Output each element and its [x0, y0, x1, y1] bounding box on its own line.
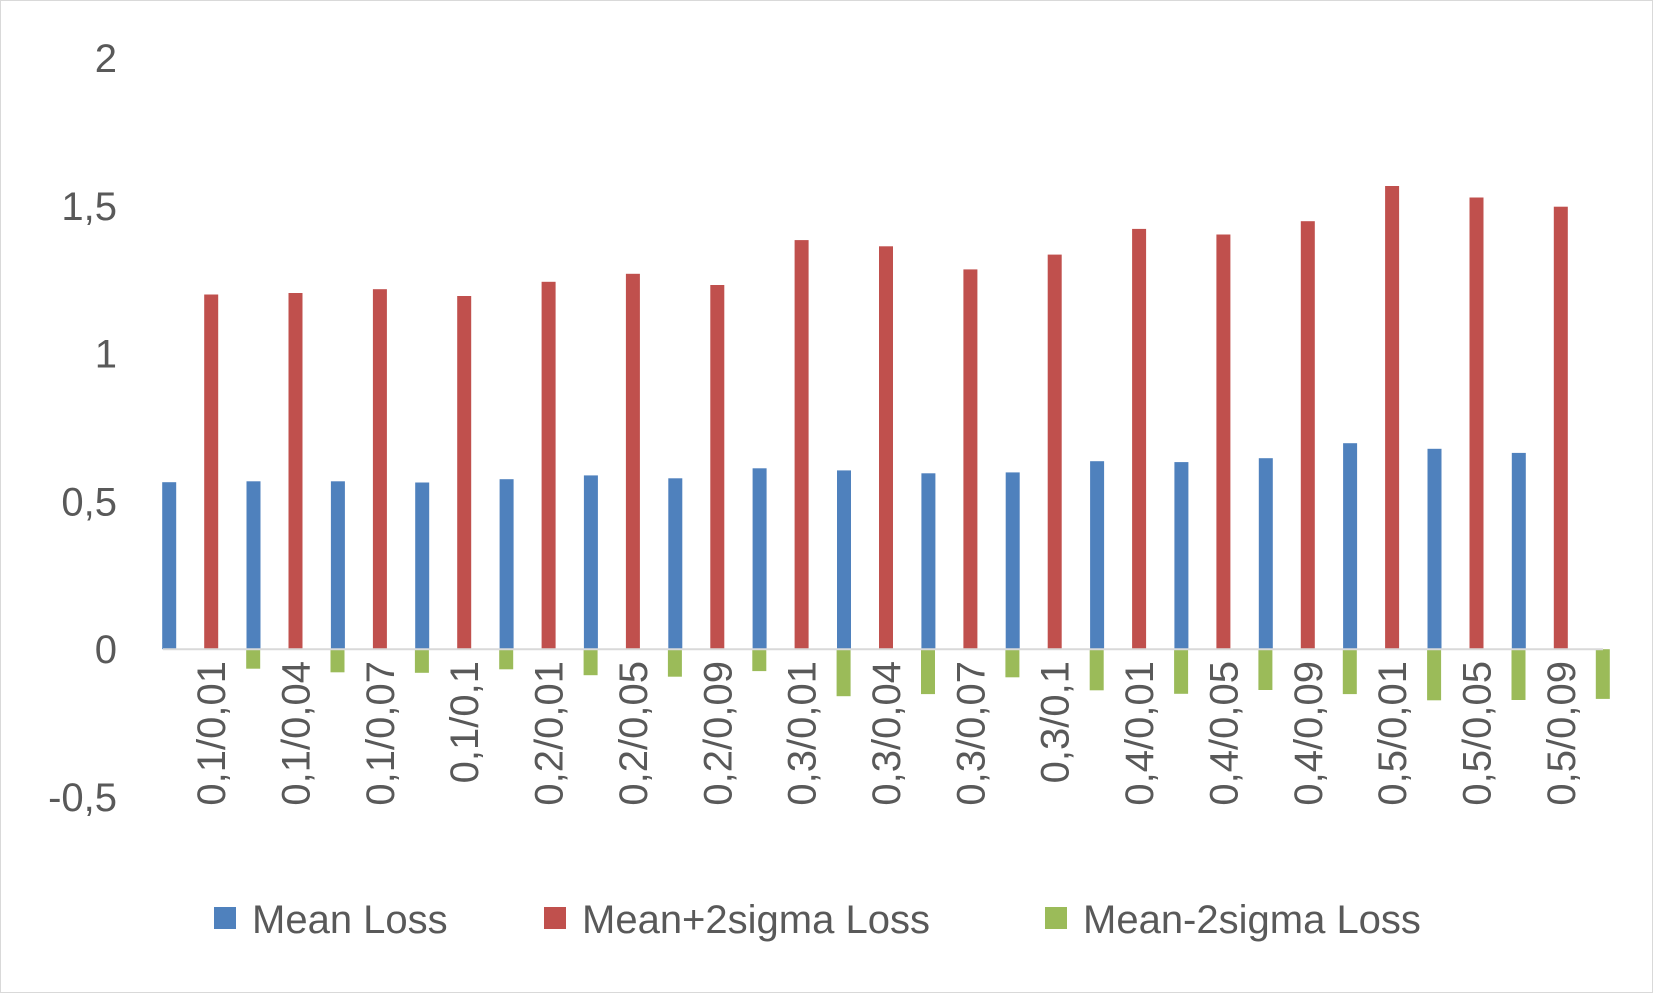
bar-mean-loss: [752, 468, 767, 650]
bar-mean-2sigma-loss: [414, 649, 429, 673]
x-tick-label: 0,3/0,07: [949, 661, 993, 806]
bar-mean-2sigma-loss: [288, 293, 303, 650]
x-tick-label: 0,3/0,04: [865, 661, 909, 806]
legend-label: Mean Loss: [252, 898, 448, 942]
bar-mean-2sigma-loss: [667, 649, 682, 677]
bar-mean-2sigma-loss: [794, 240, 809, 650]
bar-mean-loss: [330, 481, 345, 650]
legend-swatch: [1045, 907, 1067, 929]
y-tick-label: 1: [95, 333, 117, 377]
bar-mean-2sigma-loss: [1216, 234, 1231, 650]
bar-mean-loss: [1090, 461, 1105, 650]
bar-mean-2sigma-loss: [836, 649, 851, 697]
y-axis-ticks: -0,5 0 0,5 1 1,5 2: [48, 37, 117, 820]
bar-mean-2sigma-loss: [963, 269, 978, 650]
legend-label: Mean-2sigma Loss: [1083, 898, 1421, 942]
bar-mean-2sigma-loss: [1511, 649, 1526, 700]
bar-mean-2sigma-loss: [710, 285, 725, 650]
bar-mean-2sigma-loss: [1174, 649, 1189, 694]
bar-mean-loss: [246, 481, 261, 650]
y-tick-label: 2: [95, 37, 117, 81]
bar-mean-loss: [921, 473, 936, 650]
bar-mean-2sigma-loss: [1385, 186, 1400, 650]
bar-mean-2sigma-loss: [625, 273, 640, 650]
x-tick-label: 0,1/0,1: [443, 661, 487, 783]
x-tick-label: 0,1/0,01: [190, 661, 234, 806]
bar-mean-2sigma-loss: [246, 649, 261, 669]
x-tick-label: 0,2/0,09: [696, 661, 740, 806]
x-tick-label: 0,4/0,09: [1287, 661, 1331, 806]
y-tick-label: -0,5: [48, 776, 117, 820]
bar-mean-loss: [1174, 462, 1189, 650]
bar-mean-loss: [837, 470, 851, 650]
bar-mean-2sigma-loss: [1595, 649, 1610, 699]
bar-mean-2sigma-loss: [1300, 221, 1315, 650]
bar-mean-2sigma-loss: [499, 649, 514, 670]
bar-mean-2sigma-loss: [752, 649, 767, 672]
legend: Mean Loss Mean+2sigma Loss Mean-2sigma Los…: [214, 898, 1421, 942]
bar-mean-2sigma-loss: [330, 649, 345, 673]
x-tick-label: 0,3/0,1: [1034, 661, 1078, 783]
bar-mean-loss: [499, 479, 514, 650]
bar-mean-2sigma-loss: [1132, 228, 1147, 650]
y-tick-label: 0: [95, 628, 117, 672]
bar-mean-loss: [1258, 458, 1273, 650]
bar-mean-2sigma-loss: [541, 281, 556, 650]
x-tick-label: 0,4/0,05: [1202, 661, 1246, 806]
bar-mean-loss: [1511, 452, 1526, 650]
bar-mean-2sigma-loss: [1005, 649, 1020, 678]
bar-mean-2sigma-loss: [1258, 649, 1273, 690]
bar-mean-2sigma-loss: [879, 246, 893, 650]
legend-swatch: [544, 907, 566, 929]
bar-mean-2sigma-loss: [1089, 649, 1104, 691]
x-tick-label: 0,2/0,01: [528, 661, 572, 806]
bar-mean-2sigma-loss: [1342, 649, 1357, 695]
legend-swatch: [214, 907, 236, 929]
bar-mean-loss: [1343, 443, 1358, 650]
bar-mean-loss: [162, 482, 177, 650]
x-tick-label: 0,5/0,09: [1540, 661, 1584, 806]
bar-mean-2sigma-loss: [1469, 197, 1484, 650]
x-tick-label: 0,5/0,05: [1455, 661, 1499, 806]
x-tick-label: 0,3/0,01: [781, 661, 825, 806]
y-tick-label: 0,5: [61, 480, 117, 524]
legend-label: Mean+2sigma Loss: [582, 898, 930, 942]
bar-mean-loss: [668, 478, 683, 650]
bar-mean-loss: [1005, 472, 1020, 650]
bar-mean-2sigma-loss: [1427, 649, 1442, 701]
bar-mean-loss: [415, 482, 430, 650]
x-tick-label: 0,2/0,05: [612, 661, 656, 806]
y-tick-label: 1,5: [61, 185, 117, 229]
bar-mean-2sigma-loss: [1553, 206, 1568, 650]
bar-mean-loss: [1427, 448, 1442, 650]
bar-mean-loss: [583, 475, 598, 650]
bar-mean-2sigma-loss: [583, 649, 598, 676]
x-tick-label: 0,1/0,04: [275, 661, 319, 806]
bar-mean-2sigma-loss: [457, 296, 472, 650]
bars: [162, 186, 1610, 701]
x-axis-ticks: 0,1/0,01 0,1/0,04 0,1/0,07 0,1/0,1 0,2/0,01 0…: [190, 661, 1584, 806]
x-tick-label: 0,4/0,01: [1118, 661, 1162, 806]
bar-mean-2sigma-loss: [921, 649, 935, 695]
bar-mean-2sigma-loss: [204, 294, 219, 650]
x-tick-label: 0,1/0,07: [359, 661, 403, 806]
bar-mean-2sigma-loss: [1047, 254, 1062, 650]
bar-mean-2sigma-loss: [372, 289, 387, 650]
x-tick-label: 0,5/0,01: [1371, 661, 1415, 806]
